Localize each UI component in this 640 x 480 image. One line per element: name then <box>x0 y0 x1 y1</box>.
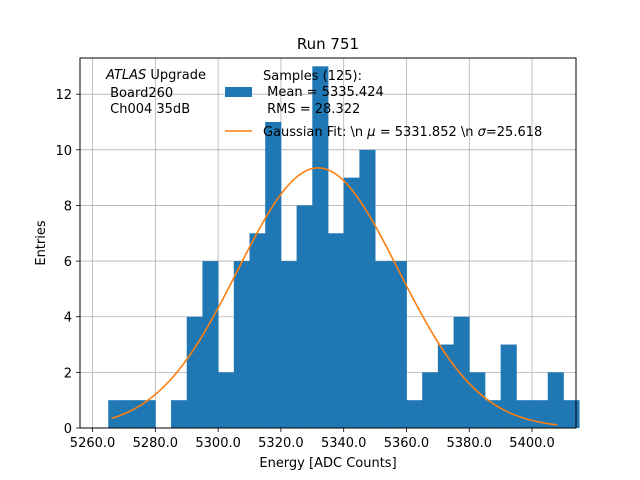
histogram-bar <box>422 372 439 428</box>
x-axis-label: Energy [ADC Counts] <box>259 456 396 471</box>
channel-label: Ch004 35dB <box>106 102 190 117</box>
legend-fit-mid: = 5331.852 \n <box>376 125 478 140</box>
histogram-bar <box>139 400 156 428</box>
y-tick-label: 6 <box>64 255 72 270</box>
histogram-bar <box>123 400 141 428</box>
legend-fit-prefix: Gaussian Fit: \n <box>263 125 367 140</box>
histogram-bar <box>390 261 407 428</box>
atlas-upgrade-label: Upgrade <box>146 68 206 83</box>
histogram-bar <box>359 149 376 428</box>
legend-hist-line3: RMS = 28.322 <box>263 102 360 117</box>
histogram-bar <box>280 261 298 428</box>
board-label: Board260 <box>106 86 173 101</box>
x-tick-label: 5360.0 <box>384 436 430 451</box>
legend-hist-swatch <box>225 87 252 97</box>
histogram-bar <box>218 372 235 428</box>
x-tick-label: 5320.0 <box>258 436 304 451</box>
gaussian-fit-layer <box>111 167 558 426</box>
legend: Samples (125): Mean = 5335.424 RMS = 28.… <box>225 69 542 140</box>
histogram-bar <box>343 177 360 428</box>
histogram-bar <box>249 233 266 428</box>
histogram-bar <box>296 205 313 428</box>
histogram-bar <box>516 400 533 428</box>
histogram-bar <box>265 121 282 429</box>
x-tick-label: 5260.0 <box>70 436 116 451</box>
y-tick-label: 8 <box>64 199 72 214</box>
histogram-bar <box>500 344 517 428</box>
y-tick-label: 4 <box>64 311 72 326</box>
histogram-bar <box>171 400 188 428</box>
histogram-bar <box>312 66 329 429</box>
histogram-bar <box>563 400 580 428</box>
atlas-italic-label: ATLAS <box>105 68 146 83</box>
histogram-bar <box>375 261 392 428</box>
histogram-bar <box>328 233 345 428</box>
legend-fit-sigma: σ <box>478 125 487 140</box>
histogram-bar <box>108 400 125 428</box>
y-axis-label: Entries <box>34 220 49 266</box>
atlas-annotation-line1: ATLAS Upgrade <box>105 68 206 83</box>
gaussian-fit-line <box>111 167 558 426</box>
histogram-bar <box>484 400 502 428</box>
legend-fit-label: Gaussian Fit: \n μ = 5331.852 \n σ=25.61… <box>263 125 542 140</box>
y-tick-label: 10 <box>55 144 72 159</box>
x-tick-label: 5340.0 <box>321 436 367 451</box>
histogram-bar <box>406 400 423 428</box>
legend-hist-line1: Samples (125): <box>263 69 362 84</box>
ticks-layer: 5260.0 5280.0 5300.0 5320.0 5340.0 5360.0 5380… <box>55 88 554 451</box>
x-tick-label: 5300.0 <box>195 436 241 451</box>
legend-fit-suffix: =25.618 <box>486 125 542 140</box>
x-tick-label: 5380.0 <box>447 436 493 451</box>
plot-frame <box>79 57 577 429</box>
histogram-bars <box>108 66 580 429</box>
x-tick-label: 5280.0 <box>133 436 179 451</box>
y-tick-label: 0 <box>64 422 72 437</box>
chart-title: Run 751 <box>297 35 359 53</box>
legend-fit-mu: μ <box>366 125 375 140</box>
histogram-bar <box>453 316 470 428</box>
legend-hist-line2: Mean = 5335.424 <box>263 85 384 100</box>
histogram-bar <box>469 372 486 428</box>
histogram-bar <box>547 372 564 428</box>
histogram-bar <box>202 261 219 428</box>
x-tick-label: 5400.0 <box>509 436 555 451</box>
y-tick-label: 2 <box>64 366 72 381</box>
y-tick-label: 12 <box>55 88 72 103</box>
histogram-bar <box>186 316 203 428</box>
histogram-bar <box>437 344 454 428</box>
histogram-bar <box>233 261 250 428</box>
